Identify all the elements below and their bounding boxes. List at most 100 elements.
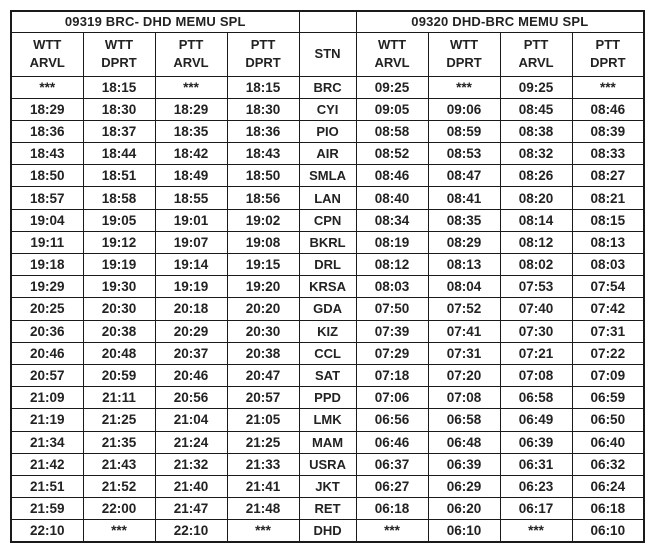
time-cell: 20:47: [226, 363, 300, 388]
time-cell: 21:41: [226, 474, 300, 499]
time-cell: 18:50: [10, 164, 84, 188]
time-cell: 06:24: [571, 474, 645, 499]
time-cell: 18:29: [154, 97, 228, 121]
time-cell: 08:39: [571, 119, 645, 144]
time-cell: 08:04: [427, 275, 501, 299]
time-cell: 08:46: [355, 164, 429, 188]
table-row: 18:29 18:30 18:29 18:30 CYI 09:05 09:06 08:45 08…: [10, 97, 645, 121]
time-cell: 08:12: [355, 252, 429, 277]
col-header-ptt-dprt-right: PTT DPRT: [571, 31, 645, 77]
time-cell: 08:32: [499, 142, 573, 166]
time-cell: 19:19: [154, 275, 228, 299]
time-cell: 06:32: [571, 452, 645, 476]
table-row: 19:29 19:30 19:19 19:20 KRSA 08:03 08:04 07:53 0…: [10, 275, 645, 299]
time-cell: 08:40: [355, 186, 429, 210]
station-cell: CYI: [298, 97, 357, 121]
time-cell: 21:11: [82, 386, 156, 410]
time-cell: ***: [427, 75, 501, 99]
time-cell: 08:13: [427, 252, 501, 277]
time-cell: 21:51: [10, 474, 84, 499]
time-cell: 19:12: [82, 230, 156, 255]
col-header-line2: DPRT: [446, 55, 482, 70]
time-cell: 07:41: [427, 319, 501, 343]
time-cell: 06:50: [571, 408, 645, 432]
time-cell: 06:58: [427, 408, 501, 432]
time-cell: 07:52: [427, 297, 501, 321]
time-cell: 20:36: [10, 319, 84, 343]
time-cell: 20:25: [10, 297, 84, 321]
time-cell: 07:31: [571, 319, 645, 343]
time-cell: 07:29: [355, 341, 429, 365]
time-cell: 18:42: [154, 142, 228, 166]
table-row: 18:57 18:58 18:55 18:56 LAN 08:40 08:41 08:20 08…: [10, 186, 645, 210]
memu-timetable: 09319 BRC- DHD MEMU SPL 09320 DHD-BRC ME…: [10, 10, 646, 543]
time-cell: 06:39: [499, 430, 573, 454]
station-cell: LMK: [298, 408, 357, 432]
time-cell: 18:49: [154, 164, 228, 188]
time-cell: 08:02: [499, 252, 573, 277]
time-cell: 07:54: [571, 275, 645, 299]
station-cell: MAM: [298, 430, 357, 454]
col-header-line2: DPRT: [590, 55, 626, 70]
col-header-line1: WTT: [377, 37, 407, 52]
time-cell: 22:10: [10, 519, 84, 543]
station-cell: RET: [298, 497, 357, 521]
time-cell: 06:56: [355, 408, 429, 432]
time-cell: 08:15: [571, 208, 645, 232]
station-cell: GDA: [298, 297, 357, 321]
time-cell: 19:05: [82, 208, 156, 232]
col-header-line1: WTT: [449, 37, 479, 52]
time-cell: 08:47: [427, 164, 501, 188]
time-cell: 08:14: [499, 208, 573, 232]
col-header-line2: ARVL: [173, 55, 209, 70]
time-cell: ***: [82, 519, 156, 543]
time-cell: 21:48: [226, 497, 300, 521]
table-row: 21:19 21:25 21:04 21:05 LMK 06:56 06:58 06:49 06…: [10, 408, 645, 432]
col-header-line1: PTT: [178, 37, 204, 52]
time-cell: 18:15: [82, 75, 156, 99]
station-cell: KIZ: [298, 319, 357, 343]
time-cell: 20:38: [226, 341, 300, 365]
table-row: 21:42 21:43 21:32 21:33 USRA 06:37 06:39 06:31 0…: [10, 452, 645, 476]
table-row: 22:10 *** 22:10 *** DHD *** 06:10 *** 06:10: [10, 519, 645, 543]
time-cell: 07:40: [499, 297, 573, 321]
time-cell: 08:34: [355, 208, 429, 232]
time-cell: 07:20: [427, 363, 501, 388]
col-header-line2: ARVL: [518, 55, 554, 70]
time-cell: 07:18: [355, 363, 429, 388]
time-cell: 20:46: [10, 341, 84, 365]
time-cell: 18:37: [82, 119, 156, 144]
time-cell: 06:48: [427, 430, 501, 454]
time-cell: 21:59: [10, 497, 84, 521]
title-row: 09319 BRC- DHD MEMU SPL 09320 DHD-BRC ME…: [10, 10, 645, 33]
time-cell: 20:59: [82, 363, 156, 388]
time-cell: 07:22: [571, 341, 645, 365]
time-cell: 07:08: [427, 386, 501, 410]
time-cell: 06:10: [427, 519, 501, 543]
time-cell: 07:53: [499, 275, 573, 299]
time-cell: 20:48: [82, 341, 156, 365]
time-cell: 20:18: [154, 297, 228, 321]
col-header-station: STN: [298, 31, 357, 77]
table-row: 21:59 22:00 21:47 21:48 RET 06:18 06:20 06:17 06…: [10, 497, 645, 521]
col-header-ptt-arvl-right: PTT ARVL: [499, 31, 573, 77]
time-cell: 18:57: [10, 186, 84, 210]
time-cell: 21:47: [154, 497, 228, 521]
time-cell: 08:46: [571, 97, 645, 121]
time-cell: 18:36: [226, 119, 300, 144]
station-cell: KRSA: [298, 275, 357, 299]
col-header-line1: PTT: [523, 37, 549, 52]
table-row: 20:25 20:30 20:18 20:20 GDA 07:50 07:52 07:40 07…: [10, 297, 645, 321]
time-cell: 19:15: [226, 252, 300, 277]
col-header-line2: ARVL: [374, 55, 410, 70]
time-cell: ***: [571, 75, 645, 99]
time-cell: 06:18: [571, 497, 645, 521]
time-cell: 19:07: [154, 230, 228, 255]
time-cell: 21:40: [154, 474, 228, 499]
time-cell: 21:25: [82, 408, 156, 432]
time-cell: 21:04: [154, 408, 228, 432]
time-cell: 06:49: [499, 408, 573, 432]
time-cell: 18:43: [226, 142, 300, 166]
table-row: 18:36 18:37 18:35 18:36 PIO 08:58 08:59 08:38 08…: [10, 119, 645, 144]
time-cell: 07:31: [427, 341, 501, 365]
